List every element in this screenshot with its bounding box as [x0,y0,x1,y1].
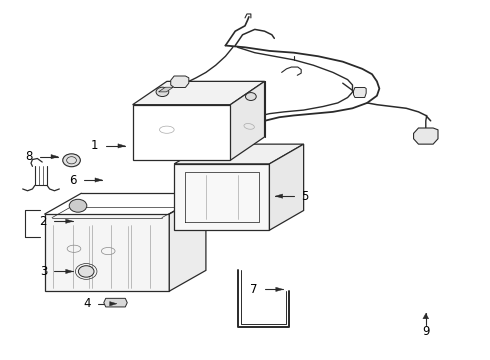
Polygon shape [270,144,304,230]
Polygon shape [45,214,169,291]
Circle shape [245,93,256,100]
Circle shape [63,154,80,167]
Polygon shape [414,128,438,144]
Polygon shape [174,164,270,230]
Polygon shape [275,194,283,198]
Text: 5: 5 [301,190,309,203]
Polygon shape [104,298,127,307]
Polygon shape [51,154,58,159]
Text: 7: 7 [250,283,257,296]
Text: 9: 9 [422,325,430,338]
Polygon shape [159,87,173,92]
Text: 2: 2 [40,215,47,228]
Polygon shape [133,105,230,160]
Text: 3: 3 [40,265,47,278]
Polygon shape [133,81,265,105]
Polygon shape [276,287,283,292]
Polygon shape [171,76,189,87]
Text: 8: 8 [25,150,32,163]
Text: 4: 4 [84,297,91,310]
Text: 6: 6 [69,174,76,186]
Circle shape [69,199,87,212]
Polygon shape [110,302,117,306]
Polygon shape [118,144,125,148]
Circle shape [156,87,169,96]
Polygon shape [174,144,304,164]
Polygon shape [95,178,102,182]
Polygon shape [66,269,73,274]
Polygon shape [169,193,206,291]
Text: 1: 1 [91,139,98,152]
Polygon shape [230,81,265,160]
Polygon shape [423,314,429,319]
Circle shape [78,266,94,277]
Polygon shape [66,219,73,224]
Polygon shape [353,87,366,98]
